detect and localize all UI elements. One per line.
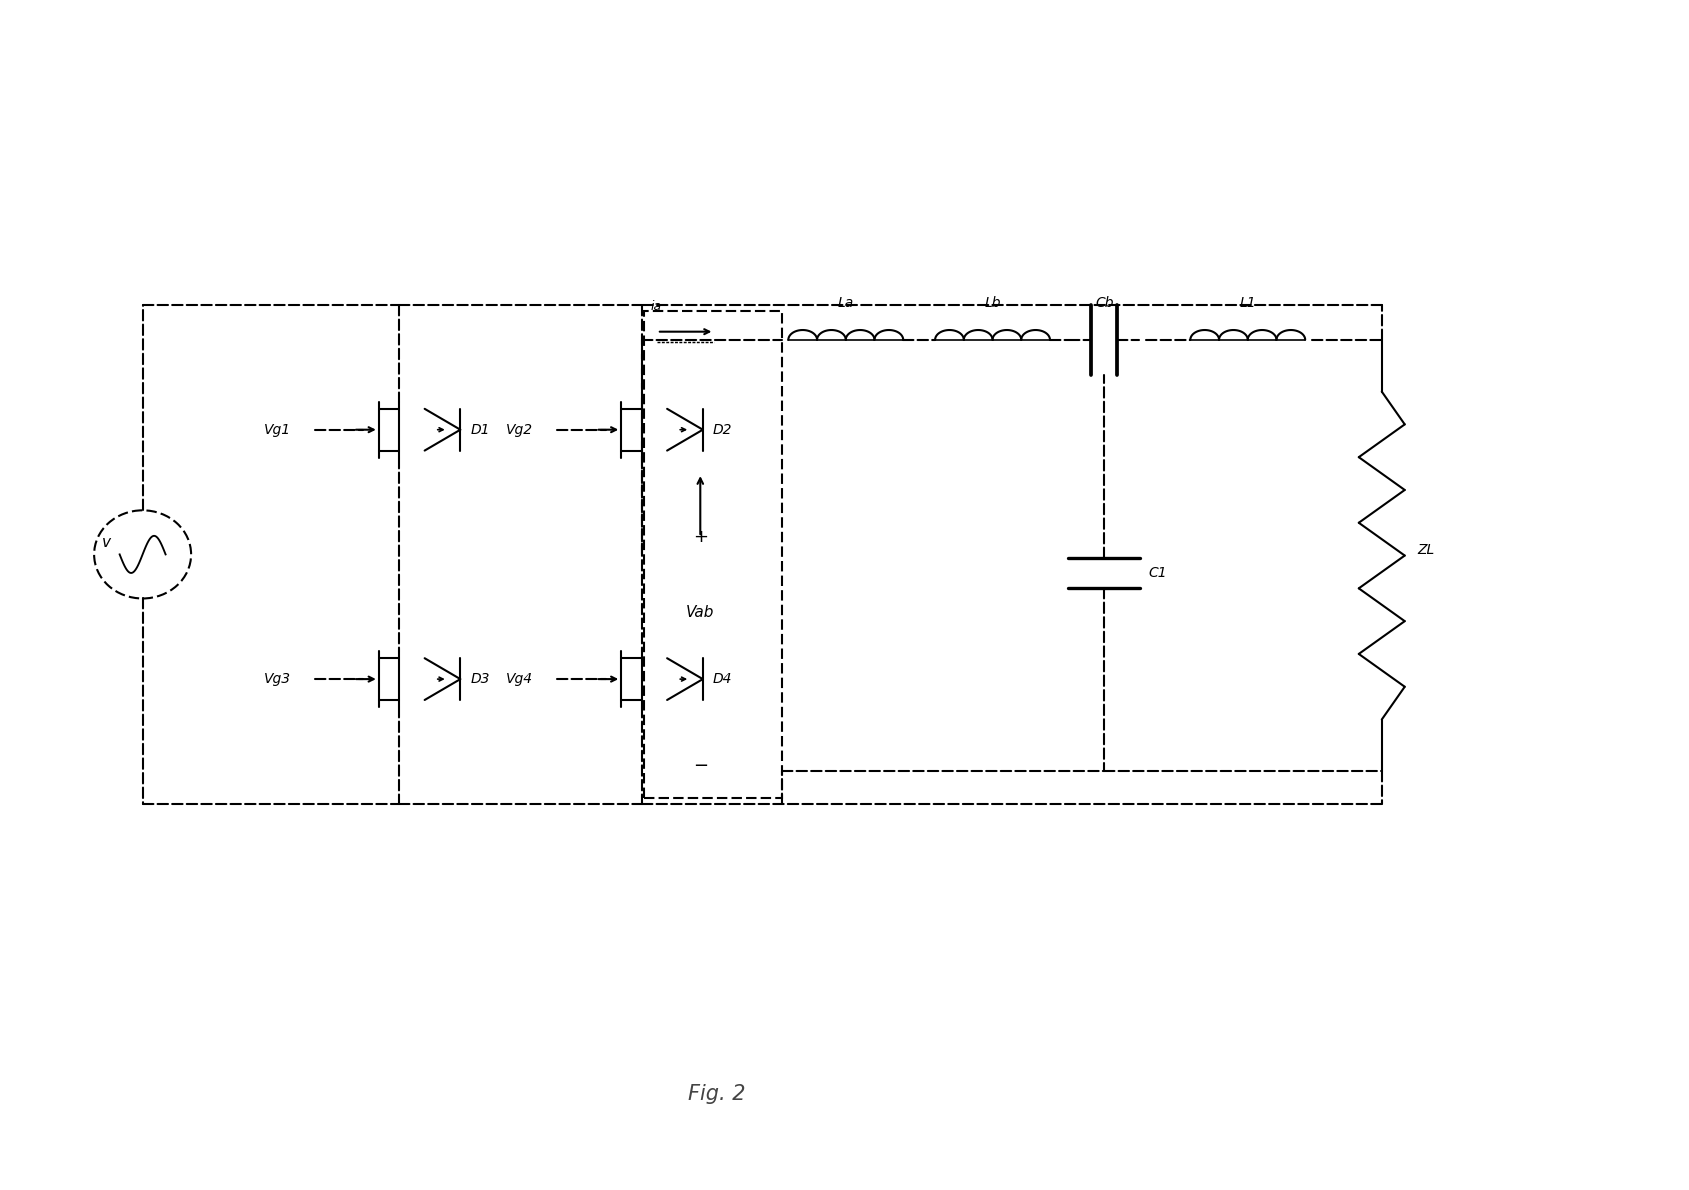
Text: Vg2: Vg2 (507, 422, 534, 437)
Text: ia: ia (650, 300, 662, 313)
Text: L1: L1 (1240, 295, 1257, 309)
Text: Vg4: Vg4 (507, 672, 534, 687)
Text: Lb: Lb (985, 295, 1002, 309)
Text: Vg3: Vg3 (263, 672, 291, 687)
Text: La: La (838, 295, 855, 309)
Text: +: + (692, 528, 708, 546)
Text: Cb: Cb (1094, 295, 1113, 309)
Text: Fig. 2: Fig. 2 (687, 1084, 745, 1104)
Text: D2: D2 (713, 422, 733, 437)
Text: D1: D1 (471, 422, 490, 437)
Text: ZL: ZL (1417, 543, 1434, 557)
Text: D4: D4 (713, 672, 733, 687)
Text: C1: C1 (1149, 566, 1167, 580)
Text: D3: D3 (471, 672, 490, 687)
Text: −: − (692, 757, 708, 775)
Text: Vab: Vab (686, 605, 714, 620)
Text: Vg1: Vg1 (263, 422, 291, 437)
Text: v: v (103, 536, 111, 550)
